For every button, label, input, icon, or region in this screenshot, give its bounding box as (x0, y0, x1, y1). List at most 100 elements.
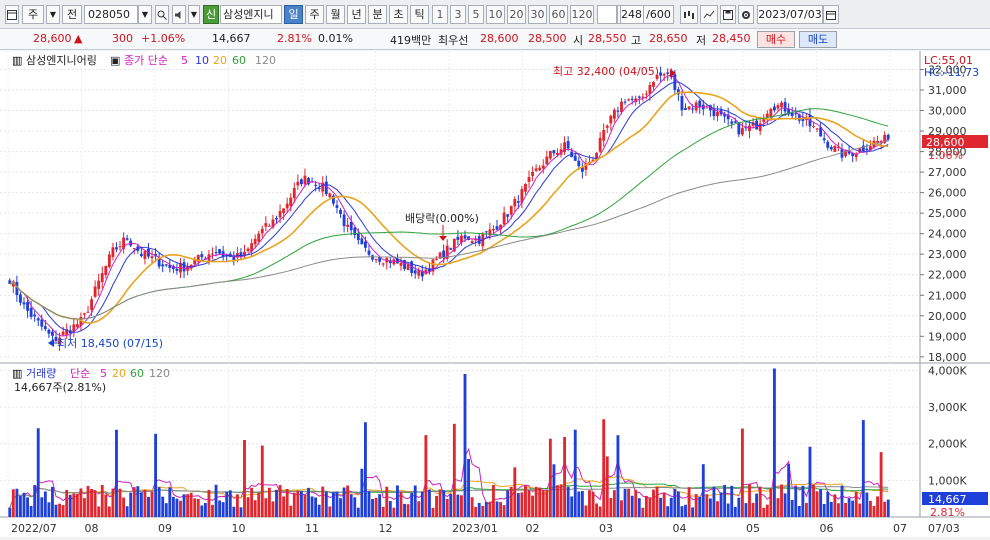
candle-body (285, 203, 289, 209)
tab-year[interactable]: 년 (347, 5, 366, 24)
volume-bar (314, 497, 318, 517)
volume-bar (851, 500, 855, 517)
speaker-icon[interactable] (172, 5, 186, 24)
volume-bar (367, 491, 371, 517)
chart-area[interactable]: 18,000 19,000 20,000 21,000 22,000 23,000 24,0… (0, 51, 990, 537)
candle-body (314, 184, 318, 186)
interval-3[interactable]: 3 (450, 5, 466, 24)
stock-code-input[interactable]: 028050 (84, 5, 138, 24)
price-volume-chart[interactable]: 18,000 19,000 20,000 21,000 22,000 23,000 24,0… (0, 51, 990, 537)
volume-bar (139, 492, 143, 517)
candle-body (218, 249, 222, 254)
ma10-label: 10 (195, 54, 209, 67)
volume-bar (509, 486, 513, 517)
volume-bar (93, 490, 97, 517)
stock-name-field[interactable]: 삼성엔지니 (220, 5, 282, 24)
volume-bar (321, 486, 325, 517)
candle-body (65, 329, 69, 335)
search-icon[interactable] (155, 5, 169, 24)
hc-value: HC:-11,73 (924, 66, 979, 79)
ma-square-icon[interactable]: ▣ (110, 54, 120, 67)
candle-body (303, 175, 307, 185)
candle-body (317, 188, 321, 190)
volume-bar (97, 506, 101, 517)
volume-bar (588, 490, 591, 517)
volume-bar (285, 488, 289, 517)
interval-5[interactable]: 5 (468, 5, 484, 24)
interval-20[interactable]: 20 (507, 5, 526, 24)
date-input[interactable]: 2023/07/03 (757, 5, 823, 24)
menu-icon[interactable] (5, 5, 19, 24)
volume-bar (605, 456, 609, 517)
bar-count-input[interactable]: 248 (620, 5, 644, 24)
candle-body (580, 167, 584, 172)
volume-bar (221, 502, 225, 517)
stock-label: 삼성엔지니어링 (26, 54, 97, 67)
volume-bar (598, 506, 602, 517)
interval-120[interactable]: 120 (570, 5, 594, 24)
volume-bar (275, 489, 278, 517)
candle-body (541, 165, 545, 169)
volume-bar (712, 486, 716, 517)
volume-bar (662, 492, 666, 517)
ma-label: 종가 단순 (124, 54, 168, 67)
sell-button[interactable]: 매도 (799, 31, 837, 48)
tab-tick[interactable]: 틱 (410, 5, 429, 24)
volume-bar (435, 495, 438, 517)
candle-body (499, 225, 502, 230)
volume-bar (154, 433, 158, 517)
candle-body (125, 238, 129, 240)
tab-week[interactable]: 주 (305, 5, 324, 24)
volume-bar (324, 491, 328, 517)
candle-body (403, 260, 406, 269)
volume-bar (655, 486, 659, 517)
tab-day[interactable]: 일 (284, 5, 303, 24)
interval-30[interactable]: 30 (528, 5, 547, 24)
volume-bar (364, 422, 367, 517)
vol-ma20-label: 20 (112, 367, 126, 380)
trendline-icon[interactable] (700, 5, 718, 24)
volume-bar (378, 494, 382, 517)
volume-bar (772, 368, 776, 517)
volume-options-icon[interactable]: ▥ (12, 367, 22, 380)
candle-body (612, 109, 616, 119)
candle-body (577, 160, 581, 167)
tab-minute[interactable]: 분 (368, 5, 387, 24)
chevron-down-icon[interactable]: ▼ (46, 5, 60, 24)
tab-month[interactable]: 월 (326, 5, 345, 24)
calendar-icon[interactable] (823, 5, 839, 24)
candle-body (104, 265, 108, 276)
candle-body (11, 281, 15, 287)
indicator-icon[interactable] (680, 5, 698, 24)
interval-custom-input[interactable] (597, 5, 617, 24)
tab-second[interactable]: 초 (389, 5, 408, 24)
market-select[interactable]: 주 (22, 5, 44, 24)
volume-bar (844, 502, 847, 517)
time-axis-label: 04 (673, 522, 687, 535)
candle-body (758, 123, 762, 131)
code-dropdown-icon[interactable]: ▼ (138, 5, 152, 24)
sound-dropdown-icon[interactable]: ▼ (188, 5, 200, 24)
volume-bar (431, 507, 435, 517)
volume-axis-label: 4,000K (928, 364, 967, 377)
volume-bar (833, 494, 837, 517)
volume-bar (577, 491, 581, 517)
candle-body (424, 269, 428, 275)
buy-button[interactable]: 매수 (757, 31, 795, 48)
volume-bar (346, 485, 350, 517)
interval-10[interactable]: 10 (486, 5, 505, 24)
interval-1[interactable]: 1 (432, 5, 448, 24)
candle-body (623, 101, 627, 103)
volume-bar (481, 505, 485, 517)
candle-body (740, 128, 744, 135)
gear-icon[interactable] (738, 5, 754, 24)
save-icon[interactable] (720, 5, 736, 24)
candle-body (854, 153, 858, 158)
price-options-icon[interactable]: ▥ (12, 54, 22, 67)
volume-bar (513, 467, 517, 517)
prev-button[interactable]: 전 (62, 5, 82, 24)
interval-60[interactable]: 60 (549, 5, 568, 24)
candle-body (299, 179, 303, 185)
volume-bar (278, 485, 282, 517)
volume-bar (420, 491, 424, 517)
